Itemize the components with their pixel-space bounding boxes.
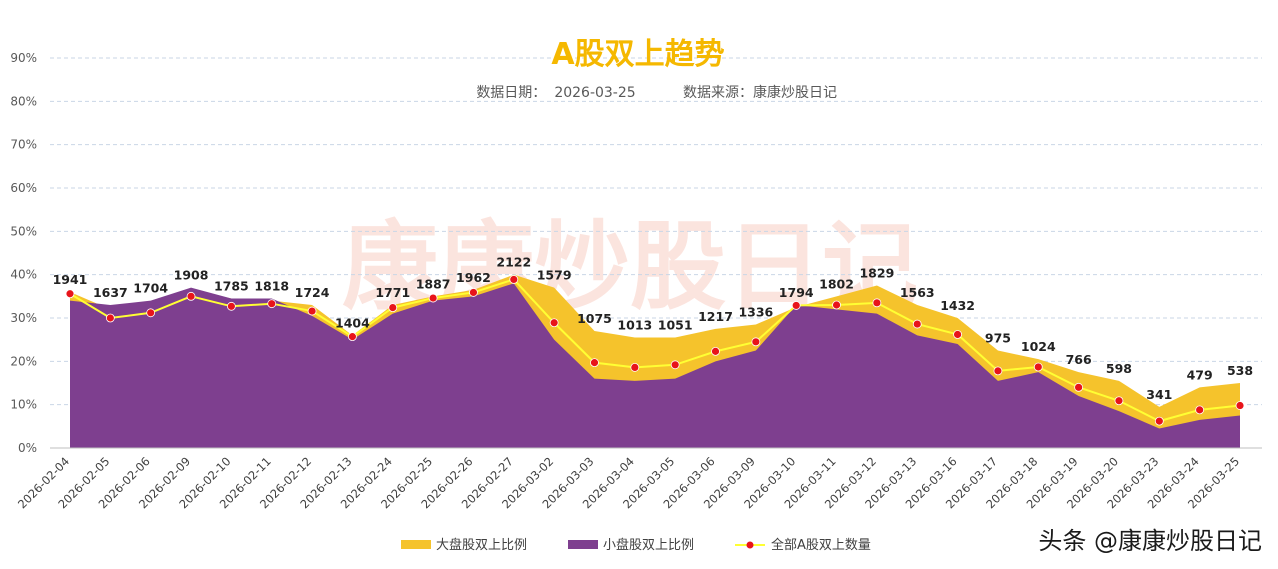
line-marker xyxy=(912,319,922,329)
line-marker xyxy=(549,318,559,328)
data-label: 975 xyxy=(985,331,1011,346)
y-tick-label: 30% xyxy=(10,311,37,325)
line-marker xyxy=(1154,416,1164,426)
chart-subtitle-date: 数据日期： 2026-03-25 xyxy=(476,85,635,101)
data-label: 1432 xyxy=(940,298,975,313)
line-marker xyxy=(469,288,478,297)
line-marker xyxy=(1195,405,1205,415)
x-axis: 2026-02-042026-02-052026-02-062026-02-09… xyxy=(15,454,1242,511)
line-marker xyxy=(226,301,236,311)
line-marker xyxy=(307,306,317,316)
line-marker xyxy=(146,308,156,318)
data-label: 1075 xyxy=(577,311,612,326)
line-marker xyxy=(267,299,277,309)
footer-source-tag: 头条 @康康炒股日记 xyxy=(1038,527,1262,555)
data-label: 1829 xyxy=(859,266,894,281)
legend-swatch-marker xyxy=(746,541,754,549)
series-markers xyxy=(65,275,1245,426)
y-tick-label: 40% xyxy=(10,268,37,282)
line-marker xyxy=(1074,382,1084,392)
legend-label-small-cap: 小盘股双上比例 xyxy=(603,537,694,553)
line-marker xyxy=(186,291,196,301)
line-marker xyxy=(872,298,882,308)
data-label: 538 xyxy=(1227,363,1253,378)
subtitle-date-label: 数据日期： xyxy=(476,85,546,101)
series-line-all-a-shares xyxy=(69,278,1241,423)
y-tick-label: 0% xyxy=(18,441,37,455)
legend: 大盘股双上比例 小盘股双上比例 全部A股双上数量 xyxy=(401,537,871,553)
y-tick-label: 60% xyxy=(10,181,37,195)
subtitle-date-value: 2026-03-25 xyxy=(554,85,635,101)
data-label: 1802 xyxy=(819,276,854,291)
legend-label-large-cap: 大盘股双上比例 xyxy=(436,537,527,553)
chart-subtitle-source: 数据来源：康康炒股日记 xyxy=(683,84,837,101)
legend-label-all-a-shares: 全部A股双上数量 xyxy=(771,537,871,553)
line-marker xyxy=(953,330,962,339)
data-label: 598 xyxy=(1106,361,1132,376)
data-label: 479 xyxy=(1187,367,1213,382)
line-marker xyxy=(509,275,519,284)
line-marker xyxy=(105,313,115,323)
data-label: 1818 xyxy=(254,279,289,294)
data-label: 1941 xyxy=(53,272,88,287)
line-marker xyxy=(670,360,680,370)
line-marker xyxy=(630,362,640,372)
data-label: 1051 xyxy=(658,318,693,333)
line-marker xyxy=(1235,401,1245,410)
data-label: 1785 xyxy=(214,279,249,294)
data-label: 1579 xyxy=(537,268,572,283)
y-tick-label: 20% xyxy=(10,354,37,368)
data-label: 1794 xyxy=(779,285,814,300)
legend-swatch-large-cap xyxy=(401,540,431,549)
line-marker xyxy=(993,366,1003,376)
data-label: 1704 xyxy=(133,281,168,296)
line-marker xyxy=(388,303,398,313)
data-label: 766 xyxy=(1066,352,1092,367)
line-marker xyxy=(1114,396,1124,406)
line-marker xyxy=(832,300,841,310)
line-marker xyxy=(590,358,599,368)
line-marker xyxy=(65,289,75,299)
data-label: 1336 xyxy=(738,305,773,320)
subtitle-source-value: 康康炒股日记 xyxy=(753,84,837,101)
data-label: 1724 xyxy=(295,285,330,300)
data-labels: 1941 1637 1704 1908 1785 1818 1724 1404 1771 1887… xyxy=(53,255,1253,402)
line-marker xyxy=(791,301,801,310)
data-label: 1024 xyxy=(1021,339,1056,354)
data-label: 1908 xyxy=(174,268,209,283)
data-label: 2122 xyxy=(496,255,531,270)
data-label: 1637 xyxy=(93,285,128,300)
data-label: 341 xyxy=(1146,387,1172,402)
y-tick-label: 80% xyxy=(10,94,37,108)
y-tick-label: 90% xyxy=(10,51,37,65)
data-label: 1887 xyxy=(416,276,451,291)
y-tick-label: 70% xyxy=(10,138,37,152)
line-marker xyxy=(428,293,438,303)
data-label: 1217 xyxy=(698,309,733,324)
line-marker xyxy=(348,332,357,342)
y-tick-label: 50% xyxy=(10,224,37,238)
chart-title: A股双上趋势 xyxy=(551,37,724,72)
legend-swatch-small-cap xyxy=(568,540,598,549)
line-marker xyxy=(1033,362,1043,372)
data-label: 1771 xyxy=(375,285,410,300)
y-tick-label: 10% xyxy=(10,398,37,412)
series-area-small-cap xyxy=(70,283,1240,448)
subtitle-source-label: 数据来源： xyxy=(683,85,753,101)
data-label: 1013 xyxy=(617,318,652,333)
line-marker xyxy=(711,346,720,356)
line-marker xyxy=(751,337,761,347)
data-label: 1962 xyxy=(456,270,491,285)
data-label: 1563 xyxy=(900,285,935,300)
y-axis: 0% 10% 20% 30% 40% 50% 60% 70% 80% 90% xyxy=(10,51,37,455)
data-label: 1404 xyxy=(335,315,370,330)
